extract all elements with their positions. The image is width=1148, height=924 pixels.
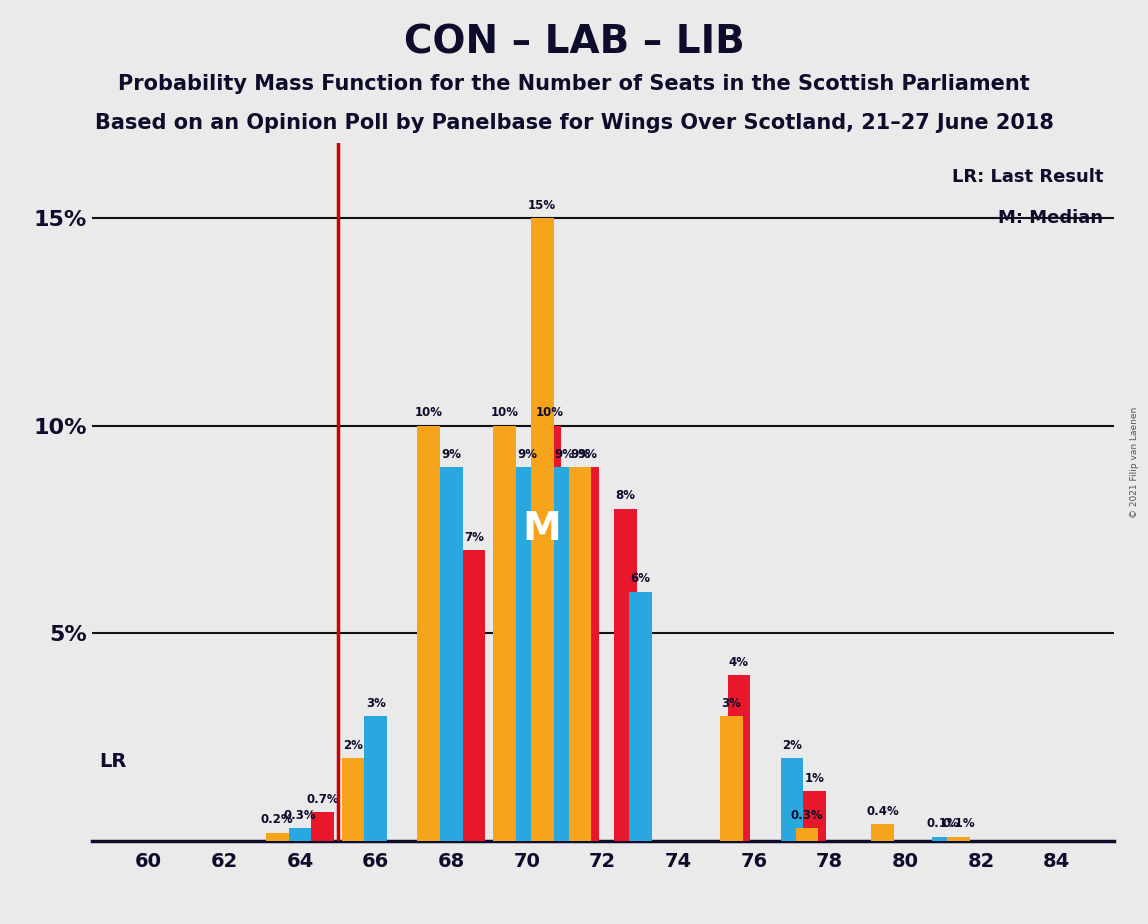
Text: 3%: 3%: [721, 697, 742, 710]
Text: 2%: 2%: [782, 738, 801, 751]
Bar: [614, 508, 637, 841]
Text: 9%: 9%: [577, 448, 598, 461]
Bar: [311, 812, 334, 841]
Bar: [871, 824, 894, 841]
Bar: [932, 837, 955, 841]
Text: 0.7%: 0.7%: [307, 793, 339, 806]
Bar: [568, 468, 591, 841]
Text: 0.2%: 0.2%: [261, 813, 294, 826]
Bar: [364, 716, 387, 841]
Text: 0.1%: 0.1%: [943, 818, 975, 831]
Text: © 2021 Filip van Laenen: © 2021 Filip van Laenen: [1130, 407, 1139, 517]
Text: 0.3%: 0.3%: [284, 809, 317, 822]
Bar: [288, 829, 311, 841]
Bar: [553, 468, 576, 841]
Bar: [804, 791, 825, 841]
Bar: [720, 716, 743, 841]
Text: 3%: 3%: [366, 697, 386, 710]
Text: LR: Last Result: LR: Last Result: [952, 167, 1103, 186]
Text: M: M: [522, 510, 561, 549]
Text: 1%: 1%: [805, 772, 824, 784]
Text: M: Median: M: Median: [999, 210, 1103, 227]
Bar: [576, 468, 599, 841]
Bar: [796, 829, 819, 841]
Text: 6%: 6%: [630, 573, 651, 586]
Bar: [538, 426, 561, 841]
Bar: [947, 837, 970, 841]
Text: 0.1%: 0.1%: [926, 818, 960, 831]
Text: LR: LR: [100, 752, 126, 772]
Text: 4%: 4%: [729, 655, 748, 668]
Text: 9%: 9%: [571, 448, 590, 461]
Bar: [515, 468, 538, 841]
Bar: [530, 218, 553, 841]
Text: 2%: 2%: [343, 738, 363, 751]
Text: 10%: 10%: [490, 407, 518, 419]
Bar: [342, 758, 364, 841]
Bar: [417, 426, 440, 841]
Text: 9%: 9%: [517, 448, 537, 461]
Text: 10%: 10%: [414, 407, 443, 419]
Text: 0.4%: 0.4%: [867, 805, 899, 818]
Text: 7%: 7%: [464, 531, 484, 544]
Text: 9%: 9%: [554, 448, 575, 461]
Bar: [781, 758, 804, 841]
Bar: [463, 550, 486, 841]
Bar: [629, 591, 652, 841]
Bar: [492, 426, 515, 841]
Bar: [266, 833, 288, 841]
Text: 10%: 10%: [536, 407, 564, 419]
Text: 8%: 8%: [615, 490, 635, 503]
Bar: [440, 468, 463, 841]
Text: Based on an Opinion Poll by Panelbase for Wings Over Scotland, 21–27 June 2018: Based on an Opinion Poll by Panelbase fo…: [94, 113, 1054, 133]
Text: 15%: 15%: [528, 199, 557, 212]
Bar: [728, 675, 751, 841]
Text: Probability Mass Function for the Number of Seats in the Scottish Parliament: Probability Mass Function for the Number…: [118, 74, 1030, 94]
Text: CON – LAB – LIB: CON – LAB – LIB: [404, 23, 744, 61]
Text: 0.3%: 0.3%: [791, 809, 823, 822]
Text: 9%: 9%: [441, 448, 461, 461]
